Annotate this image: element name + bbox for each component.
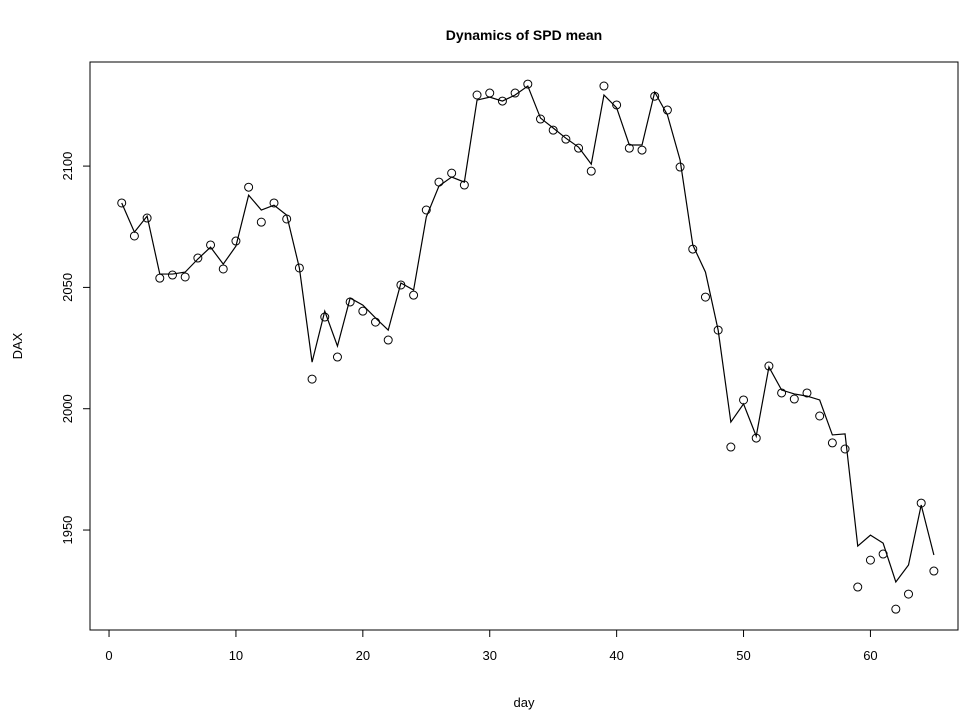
- y-tick-label: 2000: [60, 394, 75, 423]
- data-point: [485, 88, 495, 98]
- data-point: [447, 168, 457, 178]
- x-tick-label: 20: [356, 648, 370, 663]
- data-point: [726, 442, 736, 452]
- data-point: [206, 240, 216, 250]
- x-tick-label: 40: [609, 648, 623, 663]
- data-point: [599, 81, 609, 91]
- data-point: [371, 317, 381, 327]
- data-point: [434, 177, 444, 187]
- data-point: [180, 272, 190, 282]
- data-point: [421, 205, 431, 215]
- data-point: [574, 143, 584, 153]
- data-point: [307, 374, 317, 384]
- data-point: [129, 231, 139, 241]
- data-point: [497, 96, 507, 106]
- chart-title: Dynamics of SPD mean: [446, 27, 602, 43]
- y-tick-label: 2050: [60, 273, 75, 302]
- data-point: [256, 217, 266, 227]
- data-point: [167, 270, 177, 280]
- data-point: [244, 182, 254, 192]
- data-point: [358, 306, 368, 316]
- data-point: [929, 566, 939, 576]
- data-point: [853, 582, 863, 592]
- x-tick-label: 60: [863, 648, 877, 663]
- data-point: [523, 79, 533, 89]
- data-point: [815, 411, 825, 421]
- data-point: [675, 162, 685, 172]
- data-point: [637, 145, 647, 155]
- data-point: [904, 589, 914, 599]
- data-point: [739, 395, 749, 405]
- data-point: [840, 444, 850, 454]
- data-point: [827, 438, 837, 448]
- data-point: [117, 198, 127, 208]
- data-point: [802, 388, 812, 398]
- x-axis-label: day: [514, 695, 535, 710]
- data-point: [472, 90, 482, 100]
- data-point: [269, 198, 279, 208]
- data-point: [383, 335, 393, 345]
- x-tick-label: 50: [736, 648, 750, 663]
- plot-box: [89, 61, 959, 631]
- data-point: [891, 604, 901, 614]
- data-point: [409, 290, 419, 300]
- x-tick-label: 30: [483, 648, 497, 663]
- data-line: [121, 85, 935, 584]
- data-point: [561, 134, 571, 144]
- y-tick-label: 2100: [60, 152, 75, 181]
- data-point: [586, 166, 596, 176]
- data-point: [535, 114, 545, 124]
- y-tick-label: 1950: [60, 516, 75, 545]
- data-point: [510, 88, 520, 98]
- data-point: [218, 264, 228, 274]
- x-tick-label: 0: [105, 648, 112, 663]
- data-point: [193, 253, 203, 263]
- data-point: [142, 213, 152, 223]
- data-point: [155, 273, 165, 283]
- y-axis-label: DAX: [10, 332, 25, 359]
- data-point: [548, 125, 558, 135]
- data-point: [789, 394, 799, 404]
- data-point: [332, 352, 342, 362]
- data-point: [865, 555, 875, 565]
- data-point: [700, 292, 710, 302]
- x-tick-label: 10: [229, 648, 243, 663]
